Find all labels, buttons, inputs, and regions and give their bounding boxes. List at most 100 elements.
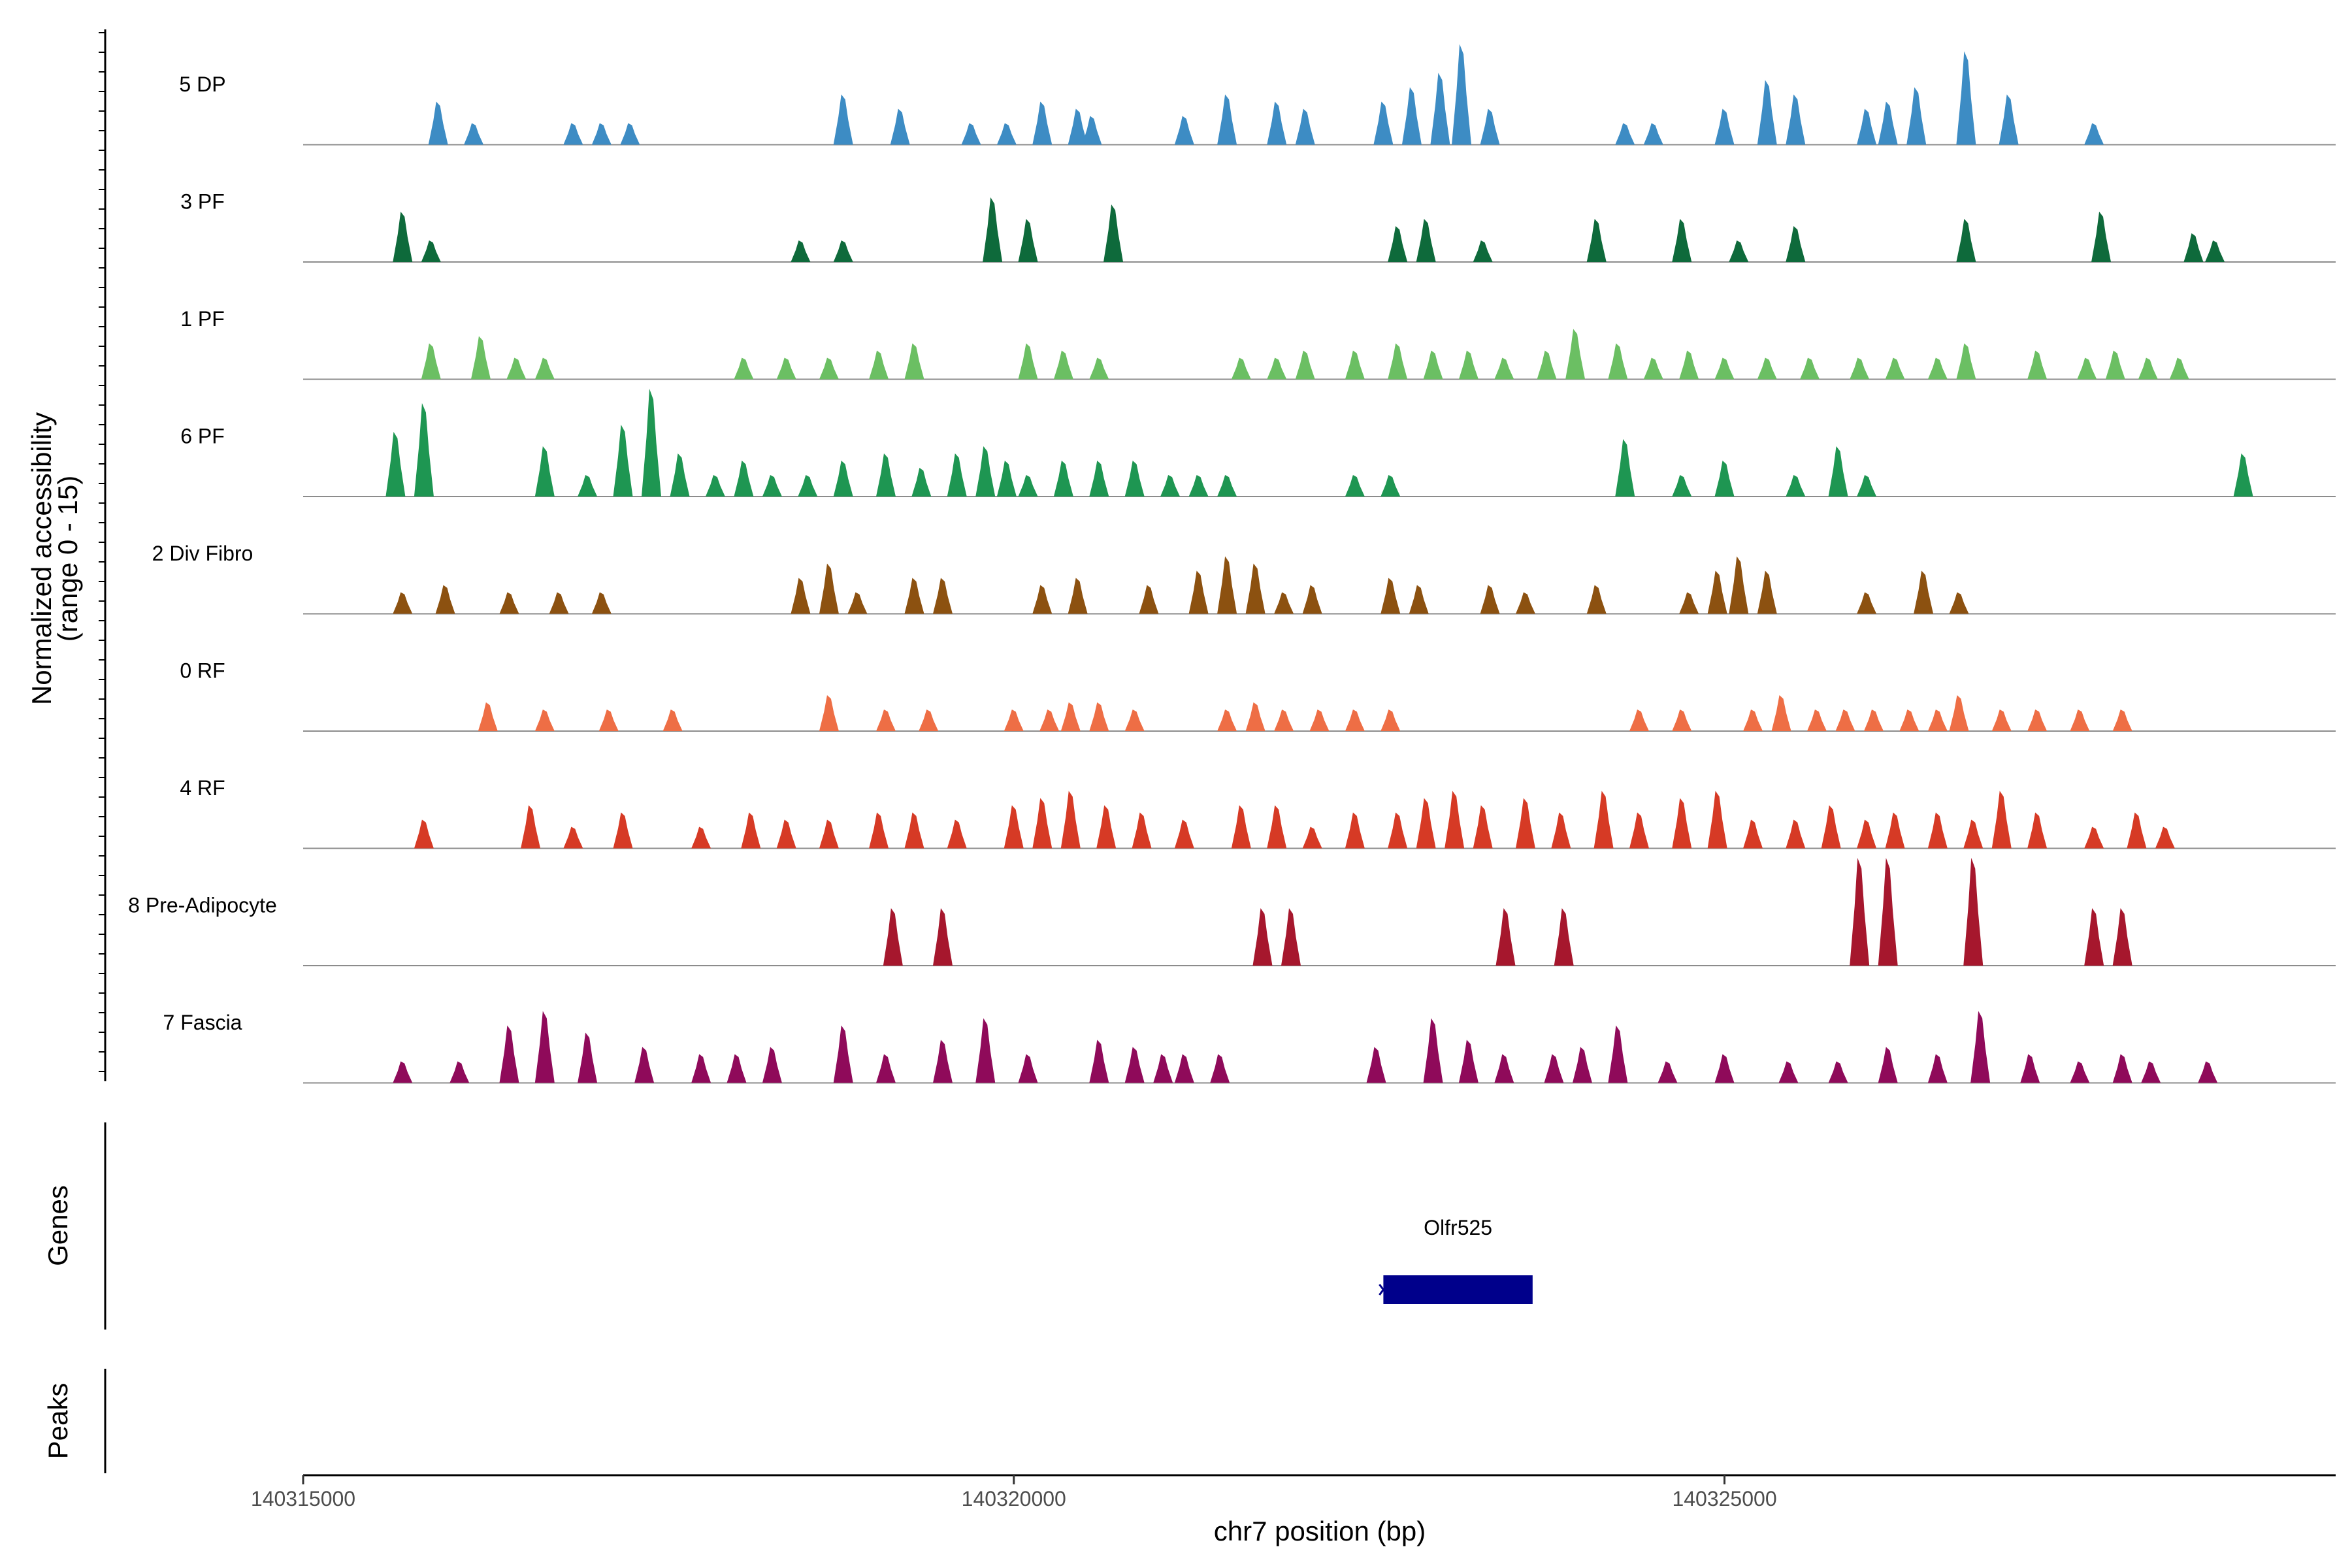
coverage-peak (1927, 812, 1948, 849)
coverage-peak (1388, 343, 1408, 380)
coverage-peak (1615, 439, 1635, 497)
track-label: 8 Pre-Adipocyte (128, 894, 277, 917)
coverage-tracks: 5 DP 3 PF 1 PF 6 PF 2 Div Fibro 0 RF 4 RF 8 Pre… (128, 44, 2336, 1084)
coverage-peak (2091, 212, 2112, 262)
coverage-peak (1515, 592, 1535, 614)
coverage-peak (521, 805, 541, 849)
coverage-peak (1373, 101, 1394, 145)
coverage-peak (1593, 791, 1614, 849)
coverage-peak (2112, 1054, 2132, 1083)
coverage-peak (833, 1025, 853, 1083)
coverage-peak (1388, 812, 1408, 849)
coverage-peak (1139, 585, 1159, 614)
track-label: 5 DP (179, 73, 225, 96)
coverage-peak (1124, 1047, 1145, 1083)
coverage-peak (1949, 695, 1969, 731)
coverage-peak (1245, 563, 1266, 614)
track-7-fascia: 7 Fascia (163, 1011, 2336, 1084)
coverage-peak (534, 1011, 555, 1083)
coverage-peak (1551, 812, 1571, 849)
coverage-peak (1480, 585, 1500, 614)
coverage-peak (1380, 710, 1401, 731)
coverage-peak (791, 240, 811, 262)
coverage-peak (1643, 357, 1663, 380)
coverage-peak (819, 357, 839, 380)
coverage-peak (1757, 357, 1777, 380)
coverage-peak (1850, 357, 1870, 380)
coverage-peak (1786, 475, 1806, 497)
coverage-peak (1806, 710, 1827, 731)
coverage-peak (393, 592, 413, 614)
coverage-peak (1039, 710, 1060, 731)
coverage-peak (2138, 357, 2158, 380)
coverage-peak (1267, 101, 1287, 145)
coverage-peak (1658, 1061, 1678, 1083)
coverage-peak (1927, 357, 1948, 380)
coverage-peak (478, 702, 498, 731)
coverage-peak (1473, 805, 1493, 849)
coverage-peak (847, 592, 868, 614)
coverage-peak (819, 695, 839, 731)
coverage-peak (1729, 240, 1749, 262)
coverage-peak (1672, 798, 1692, 849)
coverage-peak (819, 819, 839, 849)
coverage-peak (1857, 819, 1877, 849)
coverage-peak (1714, 1054, 1735, 1083)
coverage-peak (833, 240, 853, 262)
coverage-peak (1878, 858, 1898, 966)
coverage-peak (1068, 578, 1088, 614)
coverage-peak (1679, 350, 1699, 380)
coverage-peak (2155, 826, 2175, 849)
coverage-peak (435, 585, 455, 614)
gene-body (1383, 1275, 1533, 1304)
coverage-peak (1800, 357, 1820, 380)
coverage-peak (1714, 461, 1735, 497)
coverage-peak (1423, 1018, 1443, 1083)
coverage-peak (1927, 710, 1948, 731)
coverage-peak (1857, 475, 1877, 497)
coverage-peak (1217, 710, 1237, 731)
y-axis-title: Normalized accessibility (26, 412, 57, 705)
track-label: 4 RF (180, 776, 225, 800)
coverage-peak (470, 336, 491, 380)
coverage-peak (1053, 350, 1073, 380)
coverage-peak (1231, 357, 1251, 380)
coverage-peak (1643, 123, 1663, 145)
coverage-peak (947, 453, 967, 497)
coverage-peak (428, 101, 448, 145)
coverage-peak (1267, 805, 1287, 849)
coverage-peak (869, 812, 889, 849)
coverage-peak (613, 812, 633, 849)
coverage-peak (1672, 475, 1692, 497)
coverage-peak (1956, 219, 1976, 262)
coverage-peak (414, 819, 434, 849)
coverage-peak (1927, 1054, 1948, 1083)
coverage-peak (947, 819, 967, 849)
coverage-peak (741, 812, 761, 849)
coverage-peak (1991, 710, 2012, 731)
coverage-peak (1068, 108, 1088, 145)
coverage-peak (1409, 585, 1429, 614)
gene-label: Olfr525 (1424, 1216, 1492, 1239)
coverage-peak (1295, 108, 1315, 145)
coverage-peak (1878, 1047, 1898, 1083)
coverage-peak (2112, 908, 2132, 966)
coverage-peak (1231, 805, 1251, 849)
y-axis-subtitle: (range 0 - 15) (52, 476, 83, 642)
coverage-peak (1970, 1011, 1991, 1083)
coverage-peak (1757, 80, 1777, 145)
coverage-peak (2020, 1054, 2040, 1083)
track-label: 2 Div Fibro (152, 542, 253, 565)
coverage-peak (1380, 578, 1401, 614)
coverage-peak (1032, 585, 1053, 614)
x-axis-title: chr7 position (bp) (1214, 1516, 1426, 1546)
x-tick-label: 140320000 (962, 1487, 1066, 1511)
coverage-peak (2070, 1061, 2090, 1083)
coverage-peak (1608, 1025, 1628, 1083)
coverage-peak (1423, 350, 1443, 380)
coverage-peak (1345, 710, 1365, 731)
coverage-peak (1018, 219, 1038, 262)
coverage-peak (499, 1025, 519, 1083)
coverage-peak (996, 123, 1017, 145)
coverage-peak (932, 908, 953, 966)
